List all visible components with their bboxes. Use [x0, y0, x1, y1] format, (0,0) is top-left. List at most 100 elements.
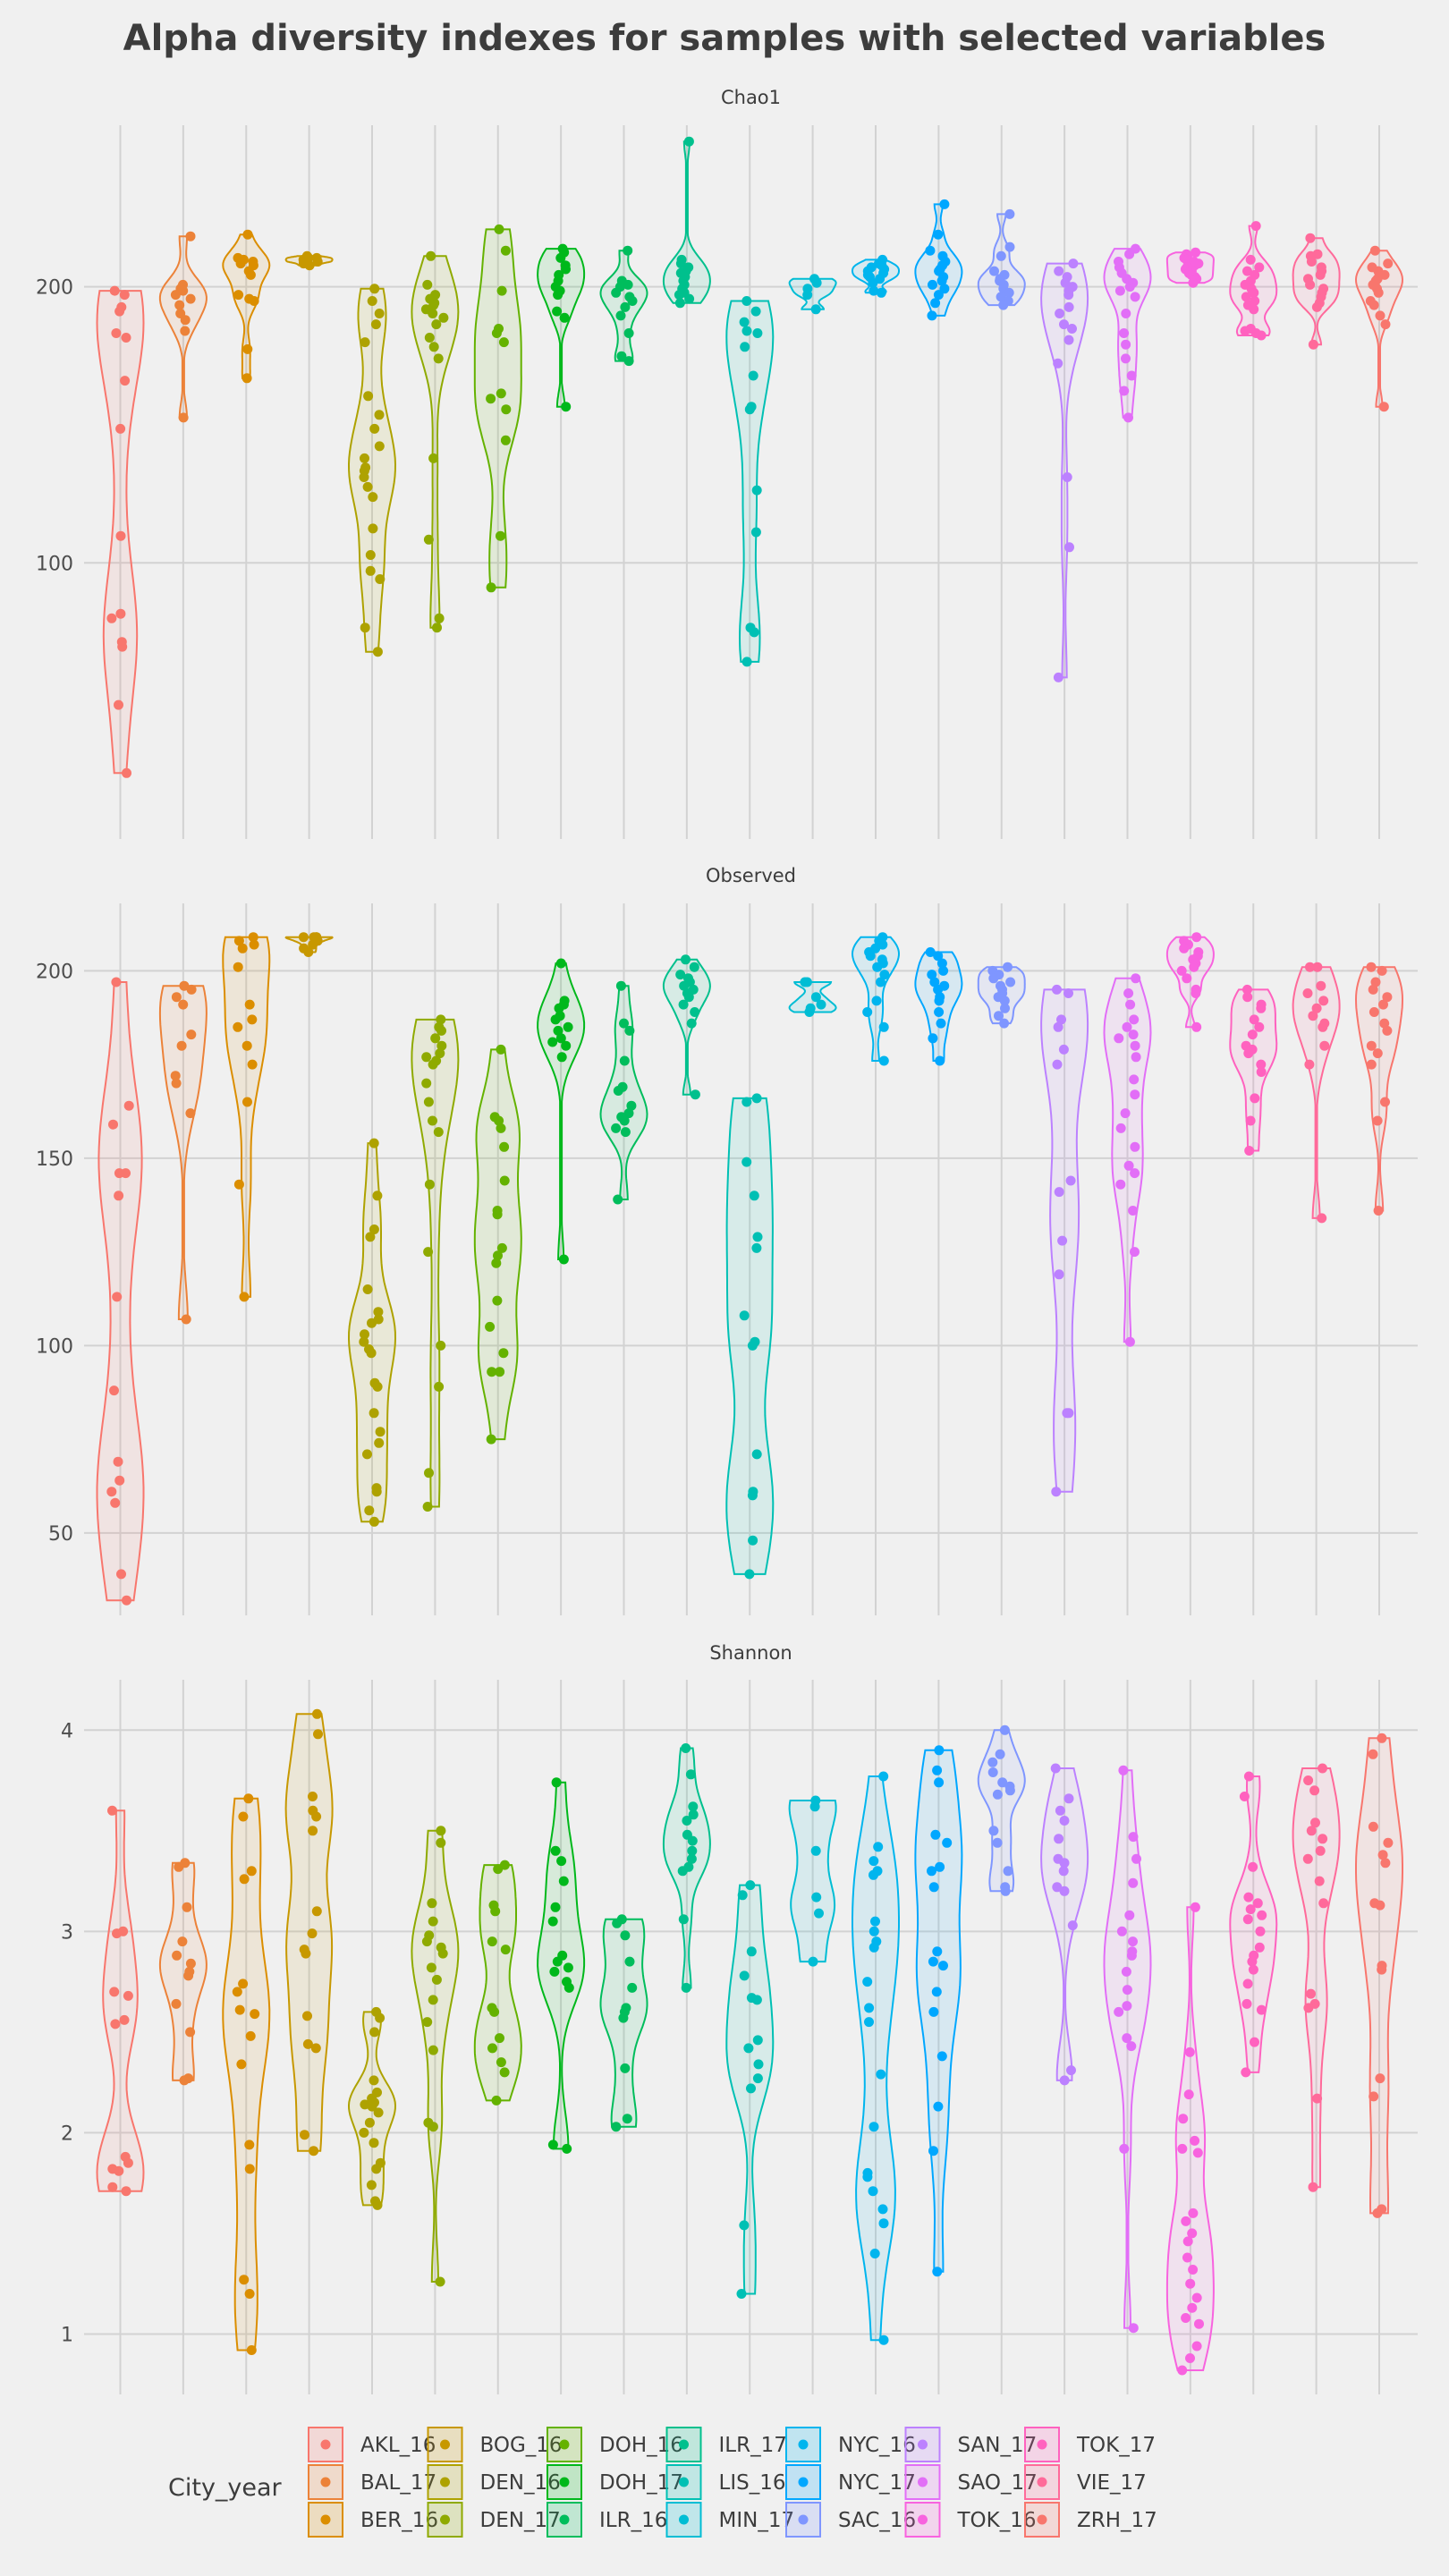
data-point	[435, 2276, 445, 2287]
data-point	[1063, 301, 1074, 312]
data-point	[374, 1437, 385, 1448]
data-point	[119, 2014, 130, 2025]
data-point	[1312, 962, 1323, 972]
data-point	[242, 1097, 252, 1107]
data-point	[1383, 1837, 1394, 1848]
y-tick-label: 3	[61, 1921, 73, 1944]
data-point	[800, 977, 810, 987]
series-LIS_16	[725, 1093, 775, 1580]
data-point	[1318, 1898, 1329, 1909]
data-point	[367, 1318, 377, 1328]
data-point	[1126, 2041, 1137, 2052]
data-point	[428, 300, 439, 310]
data-point	[1128, 1877, 1139, 1888]
legend-item-BER_16: BER_16	[308, 2502, 438, 2538]
legend-title: City_year	[168, 2474, 283, 2502]
legend-key-dot	[1037, 2439, 1047, 2450]
data-point	[1055, 1805, 1065, 1816]
data-point	[109, 285, 120, 296]
data-point	[364, 1505, 375, 1516]
data-point	[1370, 977, 1381, 987]
series-DEN_17	[411, 250, 460, 633]
panel-strip-title: Chao1	[721, 87, 781, 108]
data-point	[622, 2114, 632, 2124]
data-point	[613, 1194, 623, 1205]
data-point	[1062, 472, 1072, 482]
data-point	[1368, 1007, 1379, 1017]
data-point	[244, 2140, 255, 2150]
legend-label: TOK_16	[957, 2509, 1037, 2532]
series-BOG_16	[284, 1708, 334, 2157]
data-point	[113, 1456, 123, 1467]
data-point	[1311, 1003, 1322, 1013]
data-point	[115, 530, 126, 541]
data-point	[186, 984, 197, 995]
data-point	[426, 1962, 436, 1973]
series-SAO_17	[1103, 243, 1152, 423]
data-point	[185, 1958, 196, 1969]
data-point	[111, 977, 122, 987]
data-point	[751, 1449, 762, 1460]
legend-item-LIS_16: LIS_16	[665, 2464, 785, 2500]
data-point	[428, 2122, 438, 2132]
data-point	[611, 287, 622, 298]
data-point	[739, 2220, 750, 2231]
data-point	[1314, 1876, 1325, 1886]
legend-item-TOK_16: TOK_16	[904, 2502, 1037, 2538]
data-point	[1318, 996, 1329, 1006]
data-point	[1315, 1845, 1326, 1856]
data-point	[307, 1928, 318, 1939]
legend-key-dot	[918, 2514, 928, 2525]
data-point	[1306, 1988, 1316, 1999]
data-point	[1130, 1089, 1140, 1100]
data-point	[681, 954, 691, 965]
data-point	[298, 932, 309, 943]
data-point	[1372, 1048, 1383, 1059]
data-point	[1059, 2075, 1070, 2086]
data-point	[618, 2012, 629, 2023]
data-point	[121, 1168, 131, 1179]
data-point	[247, 1059, 258, 1070]
series-ILR_16	[599, 1914, 648, 2132]
series-DEN_17	[411, 1014, 460, 1512]
data-point	[246, 1866, 257, 1877]
data-point	[865, 951, 876, 962]
data-point	[372, 647, 383, 657]
data-point	[114, 1191, 124, 1201]
data-point	[1368, 1821, 1378, 1832]
data-point	[925, 245, 936, 256]
violin-DOH_16	[473, 1048, 522, 1441]
data-point	[1059, 319, 1069, 330]
legend-item-MIN_17: MIN_17	[665, 2502, 794, 2538]
series-DOH_16	[473, 1860, 522, 2106]
data-point	[619, 1115, 630, 1126]
data-point	[492, 1209, 503, 1220]
data-point	[430, 1033, 441, 1044]
violin-BER_16	[222, 1797, 271, 2351]
data-point	[612, 1918, 623, 1928]
data-point	[558, 1876, 569, 1886]
data-point	[1181, 2313, 1191, 2323]
series-AKL_16	[96, 285, 145, 778]
data-point	[999, 996, 1010, 1006]
data-point	[988, 1826, 999, 1836]
data-point	[374, 441, 385, 452]
data-point	[365, 550, 376, 560]
data-point	[1000, 1885, 1011, 1896]
series-SAO_17	[1103, 973, 1152, 1347]
data-point	[499, 2067, 510, 2078]
data-point	[1249, 304, 1259, 315]
data-point	[427, 1898, 437, 1909]
legend-label: SAO_17	[958, 2471, 1038, 2495]
series-DEN_16	[347, 2006, 397, 2210]
legend-item-ZRH_17: ZRH_17	[1024, 2502, 1157, 2538]
violin-LIS_16	[725, 300, 775, 663]
data-point	[1377, 1733, 1387, 1743]
data-point	[170, 1071, 181, 1081]
violin-DOH_16	[473, 228, 522, 589]
data-point	[373, 1307, 384, 1318]
data-point	[434, 1381, 445, 1392]
data-point	[1004, 287, 1014, 298]
data-point	[741, 1157, 752, 1167]
data-point	[1369, 245, 1380, 256]
